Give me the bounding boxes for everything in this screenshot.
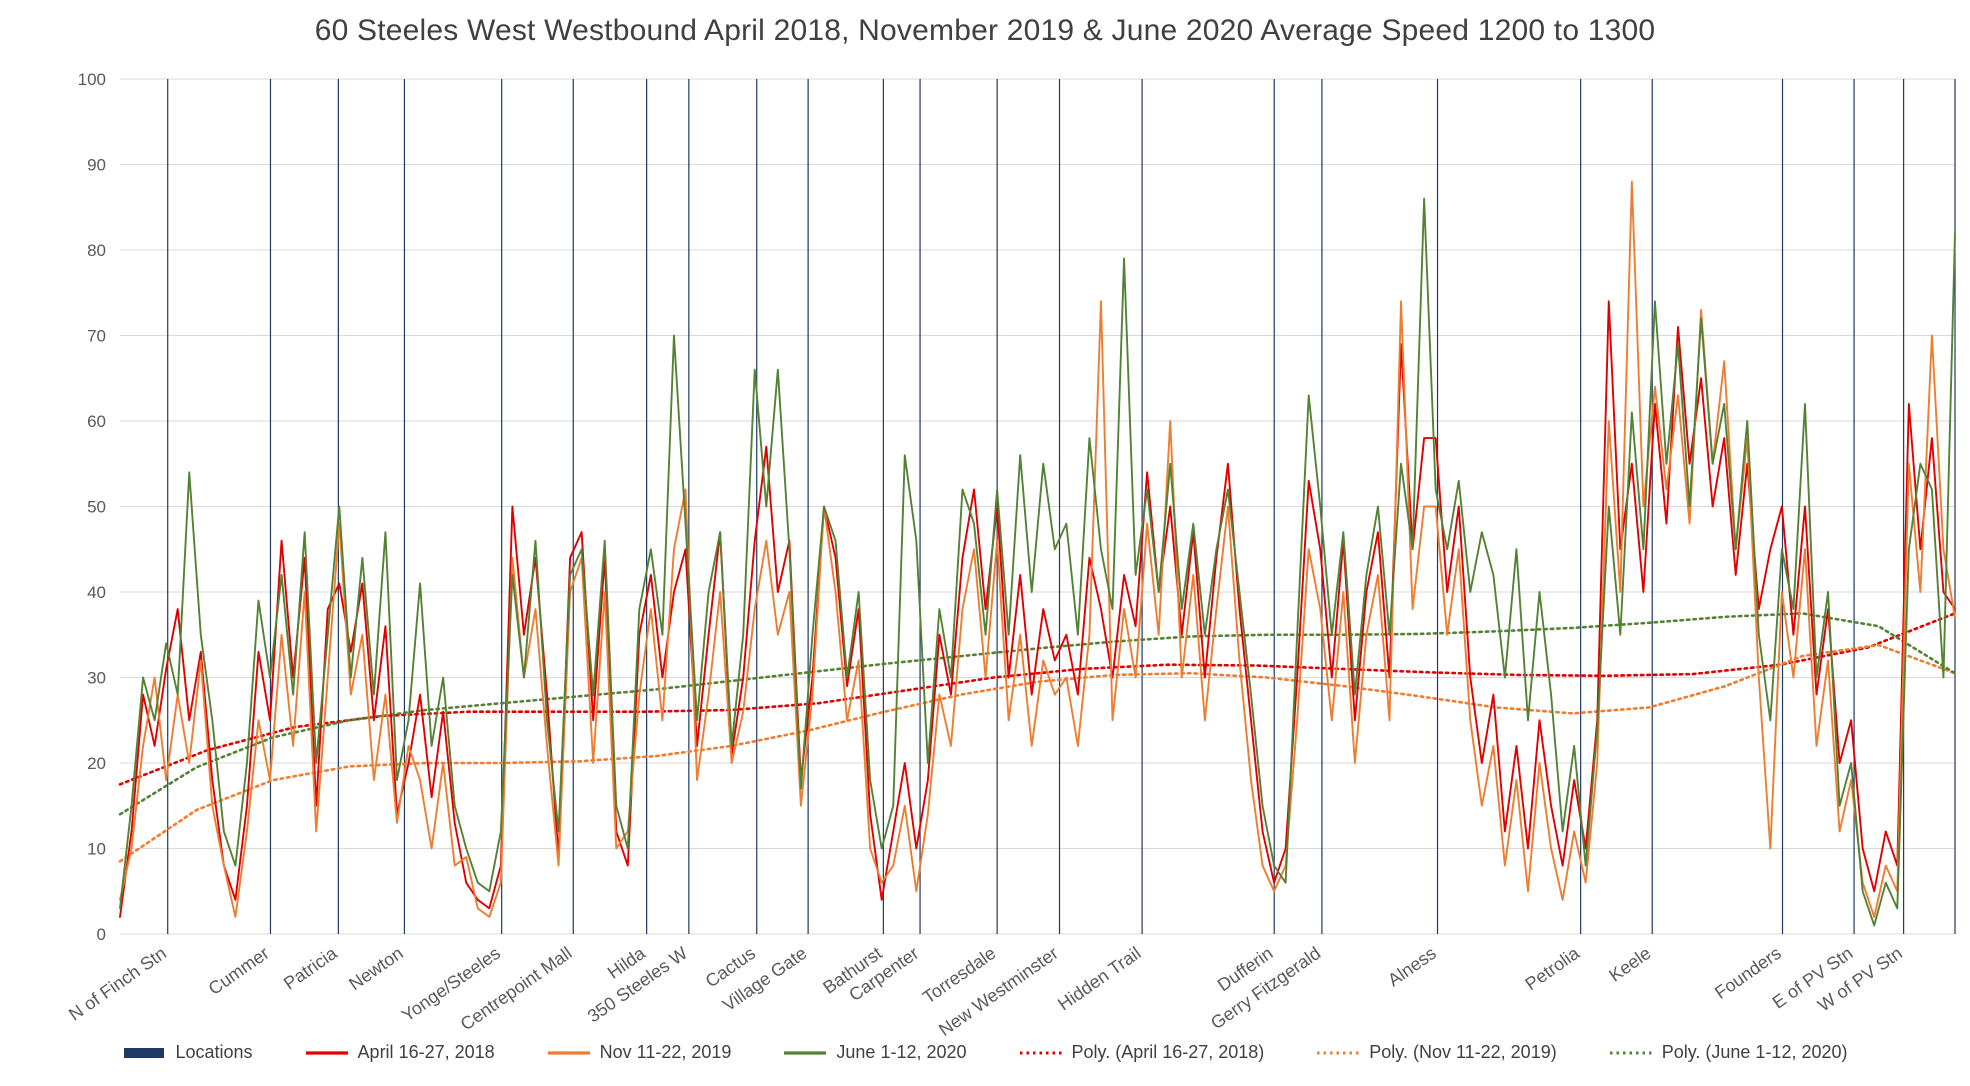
chart-plot-area: 0 10 20 30 40 50 60 70 80 90 100 N of Finch Stn Cumm…: [65, 70, 1957, 1040]
y-tick-label-100: 100: [78, 70, 106, 89]
legend-label-april-2018: April 16-27, 2018: [357, 1042, 495, 1062]
legend-item-locations: Locations: [122, 1042, 253, 1063]
y-tick-label-0: 0: [97, 925, 106, 944]
y-tick-label-40: 40: [87, 583, 106, 602]
x-label-patricia: Patricia: [280, 942, 341, 993]
chart-legend: Locations April 16-27, 2018 Nov 11-22, 201…: [0, 1042, 1970, 1063]
legend-swatch-poly-nov-2019-icon: [1317, 1051, 1360, 1054]
x-label-alness: Alness: [1384, 943, 1440, 990]
legend-label-locations: Locations: [175, 1042, 253, 1062]
y-tick-label-70: 70: [87, 327, 106, 346]
y-tick-label-10: 10: [87, 840, 106, 859]
trend-line-poly-nov-11-22-2019: [118, 643, 1957, 863]
legend-label-poly-april-2018: Poly. (April 16-27, 2018): [1071, 1042, 1265, 1062]
x-label-cummer: Cummer: [205, 943, 273, 999]
legend-label-nov-2019: Nov 11-22, 2019: [599, 1042, 732, 1062]
legend-label-june-2020: June 1-12, 2020: [836, 1042, 967, 1062]
legend-item-nov-2019: Nov 11-22, 2019: [547, 1042, 732, 1063]
legend-label-poly-nov-2019: Poly. (Nov 11-22, 2019): [1369, 1042, 1557, 1062]
y-tick-label-20: 20: [87, 754, 106, 773]
y-tick-label-50: 50: [87, 498, 106, 517]
legend-swatch-poly-june-2020-icon: [1609, 1051, 1652, 1054]
y-tick-label-80: 80: [87, 241, 106, 260]
legend-item-poly-june-2020: Poly. (June 1-12, 2020): [1609, 1042, 1848, 1063]
y-tick-label-60: 60: [87, 412, 106, 431]
y-tick-label-90: 90: [87, 156, 106, 175]
legend-item-poly-nov-2019: Poly. (Nov 11-22, 2019): [1316, 1042, 1557, 1063]
legend-item-june-2020: June 1-12, 2020: [783, 1042, 967, 1063]
legend-swatch-june-2020-icon: [784, 1050, 827, 1055]
legend-swatch-poly-april-2018-icon: [1019, 1051, 1062, 1054]
legend-label-poly-june-2020: Poly. (June 1-12, 2020): [1661, 1042, 1848, 1062]
x-label-petrolia: Petrolia: [1521, 942, 1583, 994]
series-line-april-16-27-2018: [119, 300, 1956, 918]
x-label-new-westminster: New Westminster: [935, 943, 1062, 1040]
chart-title: 60 Steeles West Westbound April 2018, No…: [314, 14, 1656, 47]
y-tick-label-30: 30: [87, 669, 106, 688]
trend-line-poly-april-16-27-2018: [118, 612, 1957, 786]
legend-swatch-nov-2019-icon: [547, 1050, 590, 1055]
series-line-june-1-12-2020: [119, 197, 1956, 927]
legend-swatch-april-2018-icon: [305, 1050, 348, 1055]
legend-item-poly-april-2018: Poly. (April 16-27, 2018): [1019, 1042, 1265, 1063]
legend-item-april-2018: April 16-27, 2018: [305, 1042, 495, 1063]
x-label-keele: Keele: [1605, 943, 1654, 986]
series-line-nov-11-22-2019: [119, 180, 1956, 918]
x-label-hidden-trail: Hidden Trail: [1054, 943, 1144, 1014]
x-label-n-of-finch-stn: N of Finch Stn: [65, 943, 170, 1025]
x-label-newton: Newton: [345, 943, 406, 994]
legend-swatch-locations-icon: [124, 1047, 165, 1058]
